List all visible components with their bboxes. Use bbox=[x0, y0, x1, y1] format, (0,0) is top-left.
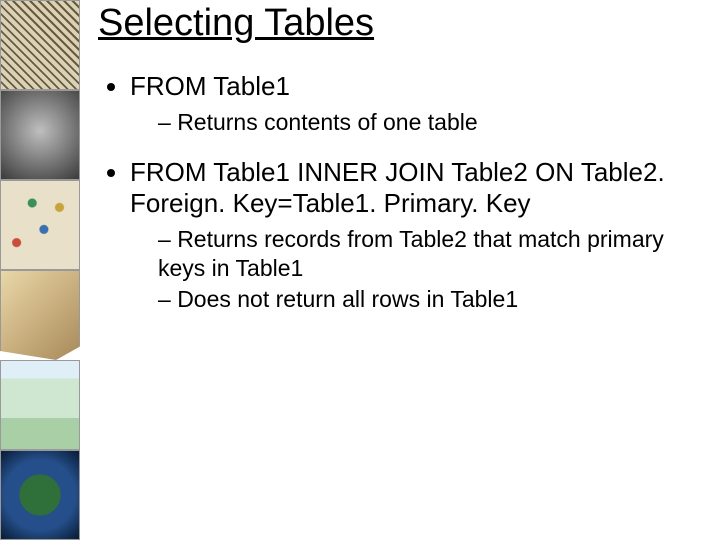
slide: Selecting Tables FROM Table1 Returns con… bbox=[0, 0, 720, 540]
bullet-item: FROM Table1 Returns contents of one tabl… bbox=[130, 71, 702, 137]
thumb-parchment-icon bbox=[0, 270, 80, 360]
slide-title: Selecting Tables bbox=[98, 2, 702, 45]
sub-bullet-item: Does not return all rows in Table1 bbox=[158, 285, 702, 314]
thumb-globe-icon bbox=[0, 450, 80, 540]
bullet-text: FROM Table1 INNER JOIN Table2 ON Table2.… bbox=[130, 157, 665, 218]
bullet-item: FROM Table1 INNER JOIN Table2 ON Table2.… bbox=[130, 157, 702, 314]
thumb-grid-icon bbox=[0, 0, 80, 90]
sub-bullet-item: Returns contents of one table bbox=[158, 108, 702, 137]
sub-bullet-item: Returns records from Table2 that match p… bbox=[158, 225, 702, 283]
bullet-list: FROM Table1 Returns contents of one tabl… bbox=[98, 71, 702, 314]
thumb-old-map-icon bbox=[0, 180, 80, 270]
thumb-region-map-icon bbox=[0, 360, 80, 450]
sidebar-thumbnails bbox=[0, 0, 80, 540]
slide-content: Selecting Tables FROM Table1 Returns con… bbox=[80, 0, 720, 540]
thumb-tablet-icon bbox=[0, 90, 80, 180]
bullet-text: FROM Table1 bbox=[130, 71, 290, 101]
sub-bullet-list: Returns contents of one table bbox=[130, 108, 702, 137]
sub-bullet-list: Returns records from Table2 that match p… bbox=[130, 225, 702, 313]
